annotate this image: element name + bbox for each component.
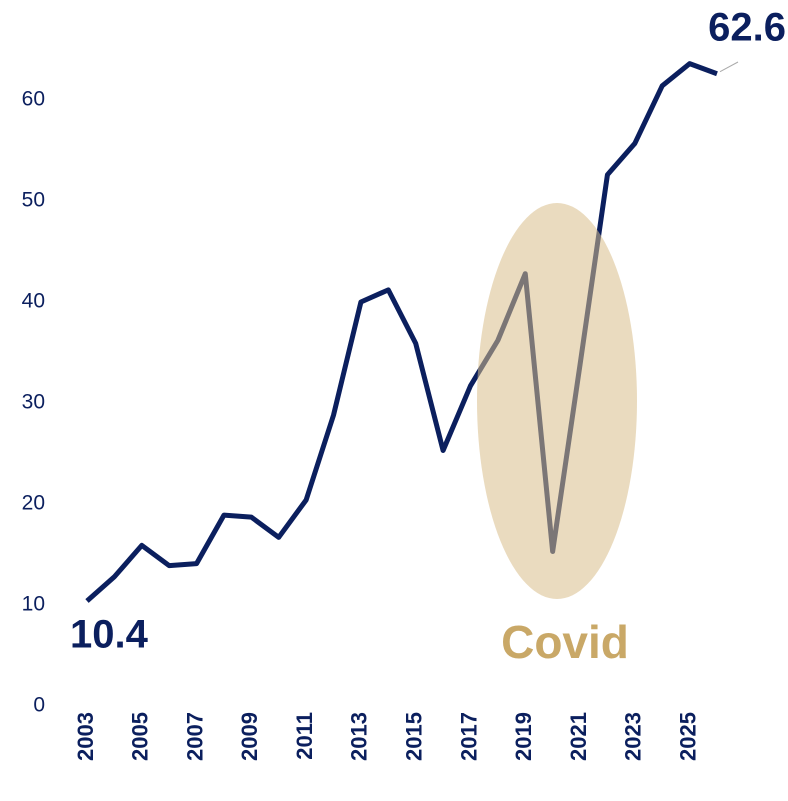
y-tick-label: 20 (22, 492, 45, 515)
y-tick-label: 50 (22, 189, 45, 212)
data-label: 62.6 (708, 6, 786, 50)
data-label: 10.4 (70, 613, 149, 657)
y-tick-label: 60 (22, 88, 45, 111)
line (85, 61, 718, 603)
x-tick-label: 2009 (237, 712, 262, 761)
x-tick-label: 2003 (73, 712, 98, 761)
x-tick-label: 2019 (511, 712, 536, 761)
x-tick-label: 2017 (456, 712, 481, 761)
x-tick-label: 2023 (621, 712, 646, 761)
x-tick-label: 2021 (566, 712, 591, 761)
x-tick-label: 2013 (347, 712, 372, 761)
x-tick-label: 2015 (402, 712, 427, 761)
covid-highlight (477, 203, 637, 599)
y-tick-label: 30 (22, 391, 45, 414)
y-tick-label: 0 (33, 694, 45, 717)
plot (85, 61, 718, 603)
x-tick-label: 2025 (675, 712, 700, 761)
annotation: Covid (501, 616, 629, 668)
x-tick-label: 2011 (292, 712, 317, 760)
y-tick-label: 40 (22, 290, 45, 313)
x-tick-label: 2007 (182, 712, 207, 761)
label-leader (719, 61, 739, 73)
x-tick-label: 2005 (128, 712, 153, 761)
y-tick-label: 10 (22, 593, 45, 616)
